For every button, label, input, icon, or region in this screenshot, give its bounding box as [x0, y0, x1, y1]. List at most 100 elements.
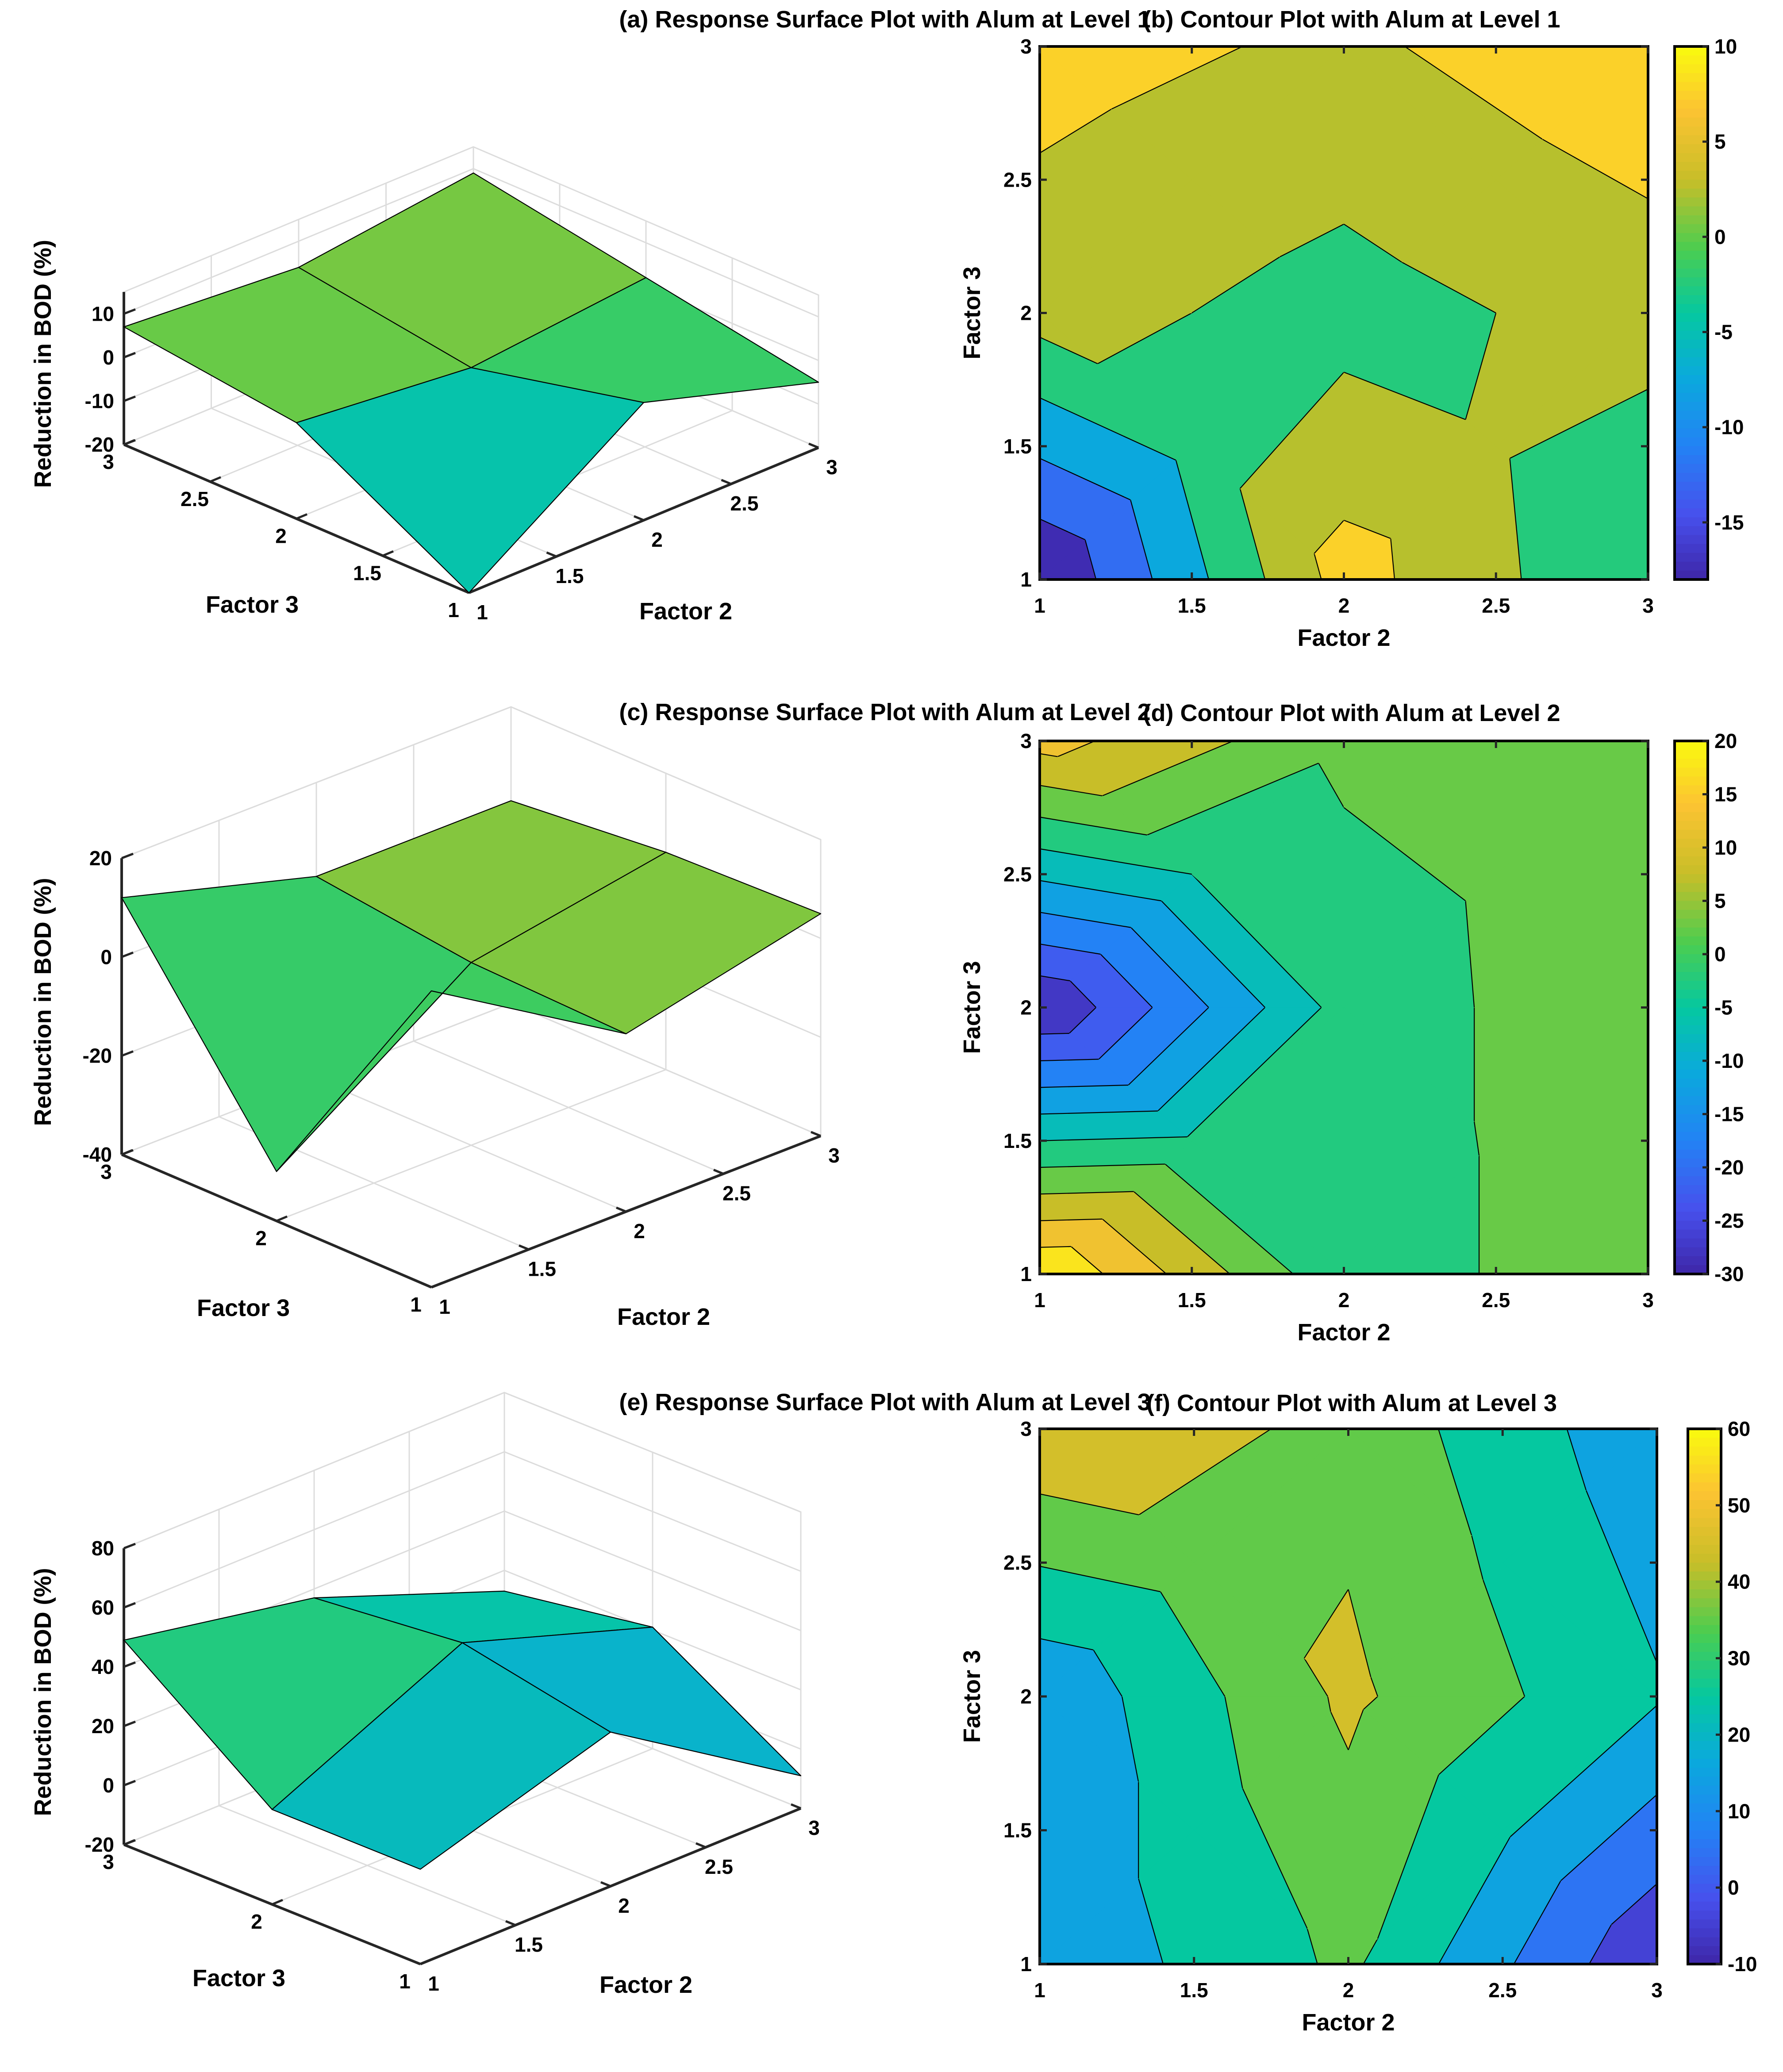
- chart-title: (a) Response Surface Plot with Alum at L…: [619, 6, 1150, 33]
- contour-line: [1242, 1788, 1308, 1929]
- contour-line: [1348, 1589, 1372, 1677]
- colorbar-segment: [1688, 1634, 1721, 1644]
- y-tick-label: 1: [1020, 1262, 1032, 1285]
- colorbar-segment: [1688, 1875, 1721, 1884]
- colorbar-segment: [1688, 1536, 1721, 1546]
- contour-line: [1097, 312, 1192, 365]
- y-tick-label: 1.5: [353, 561, 381, 584]
- colorbar-segment: [1688, 1518, 1721, 1528]
- z-tick-label: 20: [89, 847, 112, 870]
- contour-line: [1039, 880, 1162, 902]
- colorbar-segment: [1675, 144, 1708, 154]
- colorbar-segment: [1675, 499, 1708, 509]
- contour-line: [1542, 138, 1649, 200]
- colorbar-segment: [1675, 402, 1708, 411]
- contour-line: [1348, 1709, 1364, 1750]
- colorbar-segment: [1675, 233, 1708, 243]
- y-tick-label: 1: [399, 1970, 411, 1993]
- contour-line: [1191, 256, 1280, 314]
- x-tick: [519, 1244, 529, 1251]
- colorbar-segment: [1675, 188, 1708, 198]
- x-tick-label: 1.5: [556, 564, 584, 587]
- colorbar-tick-label: -30: [1714, 1262, 1744, 1285]
- contour-line: [1039, 785, 1103, 797]
- colorbar-segment: [1675, 322, 1708, 332]
- colorbar-segment: [1688, 1911, 1721, 1920]
- colorbar-segment: [1675, 1229, 1708, 1239]
- colorbar-tick-label: -5: [1714, 996, 1733, 1019]
- colorbar-segment: [1675, 972, 1708, 982]
- colorbar-segment: [1675, 339, 1708, 349]
- y-tick-label: 1: [448, 599, 459, 622]
- contour-line: [1224, 1696, 1243, 1788]
- colorbar-segment: [1675, 108, 1708, 119]
- colorbar-tick-label: -10: [1714, 1049, 1744, 1072]
- colorbar-segment: [1688, 1750, 1721, 1760]
- colorbar-tick-label: -15: [1714, 511, 1744, 534]
- x-axis-label: Factor 2: [1297, 1319, 1390, 1346]
- contour-line: [1370, 1677, 1378, 1697]
- colorbar-segment: [1688, 1589, 1721, 1599]
- contour-line: [1039, 458, 1131, 501]
- colorbar-segment: [1688, 1562, 1721, 1573]
- colorbar-tick-label: 15: [1714, 783, 1737, 806]
- z-tick-label: 10: [92, 302, 114, 325]
- z-tick: [121, 1050, 134, 1057]
- y-axis-label: Factor 3: [192, 1965, 285, 1991]
- colorbar-frame: [1687, 1427, 1722, 1965]
- colorbar-segment: [1675, 1087, 1708, 1097]
- colorbar-segment: [1688, 1545, 1721, 1554]
- colorbar-tick-label: 10: [1714, 836, 1737, 859]
- contour-line: [1039, 912, 1131, 928]
- contour-line: [1585, 1490, 1658, 1663]
- contour-line: [1039, 108, 1112, 153]
- z-tick: [123, 1602, 136, 1609]
- colorbar-segment: [1675, 73, 1708, 83]
- colorbar-segment: [1688, 1455, 1721, 1466]
- colorbar-segment: [1675, 741, 1708, 751]
- z-tick: [123, 1661, 136, 1668]
- colorbar-segment: [1688, 1884, 1721, 1894]
- z-tick-label: 40: [92, 1655, 114, 1678]
- colorbar-segment: [1675, 100, 1708, 110]
- colorbar-segment: [1688, 1723, 1721, 1733]
- colorbar-segment: [1688, 1473, 1721, 1483]
- colorbar-segment: [1675, 803, 1708, 813]
- colorbar-segment: [1675, 1256, 1708, 1266]
- contour-line: [1303, 1658, 1328, 1697]
- contour-line: [1611, 1883, 1657, 1925]
- contour-line: [1566, 1428, 1587, 1491]
- colorbar-tick-label: 50: [1728, 1494, 1750, 1517]
- contour-line: [1161, 900, 1266, 1008]
- colorbar-segment: [1675, 767, 1708, 777]
- contour-line: [1039, 1218, 1103, 1221]
- surface-face: [470, 277, 819, 403]
- x-axis-label: Factor 2: [599, 1972, 692, 1998]
- contour-line: [1509, 458, 1522, 580]
- colorbar-segment: [1688, 1955, 1721, 1965]
- chart-title: (f) Contour Plot with Alum at Level 3: [1146, 1390, 1557, 1416]
- y-tick-label: 2: [1020, 302, 1032, 325]
- colorbar-tick-label: 20: [1714, 729, 1737, 752]
- colorbar-segment: [1688, 1919, 1721, 1929]
- x-tick: [421, 1282, 432, 1289]
- x-tick-label: 2.5: [705, 1855, 733, 1878]
- colorbar-segment: [1675, 1061, 1708, 1071]
- colorbar-segment: [1675, 242, 1708, 252]
- colorbar-segment: [1675, 455, 1708, 465]
- contour-line: [1039, 518, 1086, 541]
- colorbar-segment: [1675, 553, 1708, 563]
- x-tick: [696, 1842, 706, 1849]
- contour-line: [1111, 46, 1243, 110]
- colorbar-segment: [1675, 357, 1708, 367]
- x-tick: [721, 479, 732, 485]
- contour-line: [1437, 1428, 1472, 1536]
- x-tick-label: 2: [1338, 1289, 1350, 1312]
- colorbar-tick-label: 5: [1714, 130, 1726, 153]
- colorbar-tick-label: 40: [1728, 1570, 1750, 1593]
- colorbar-segment: [1688, 1616, 1721, 1626]
- contour-line: [1039, 1136, 1187, 1141]
- contour-line: [1098, 1007, 1153, 1060]
- contour-line: [1133, 1191, 1230, 1274]
- x-axis-label: Factor 2: [639, 598, 732, 625]
